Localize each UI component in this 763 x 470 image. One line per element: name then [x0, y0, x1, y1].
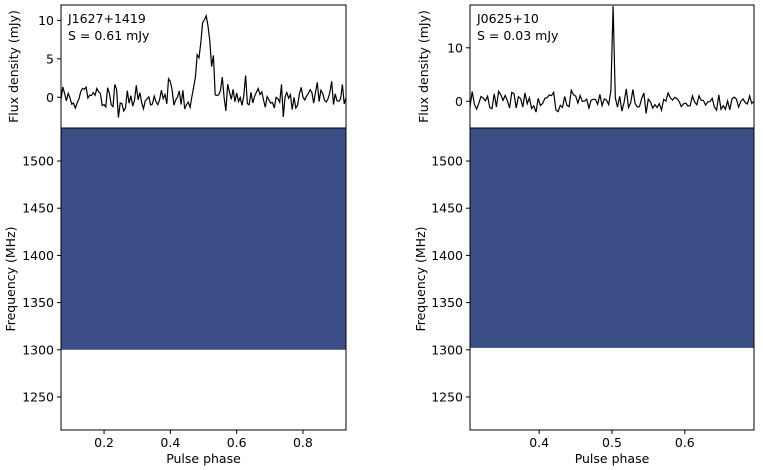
left-masked-band [61, 128, 346, 350]
left-profile-ytick-label: 0 [46, 90, 54, 105]
left-profile-line [61, 13, 346, 118]
left-profile-ytick-label: 5 [46, 51, 54, 66]
left-profile-ylabel: Flux density (mJy) [6, 10, 21, 123]
left-panel: 0 5 10 Flux density (mJy) J1627+1419 S = 0.61… [3, 4, 347, 466]
left-annotation-line: J1627+1419 [67, 11, 146, 26]
left-profile-ytick-label: 10 [38, 13, 54, 28]
left-annotation-line: S = 0.61 mJy [68, 28, 150, 43]
